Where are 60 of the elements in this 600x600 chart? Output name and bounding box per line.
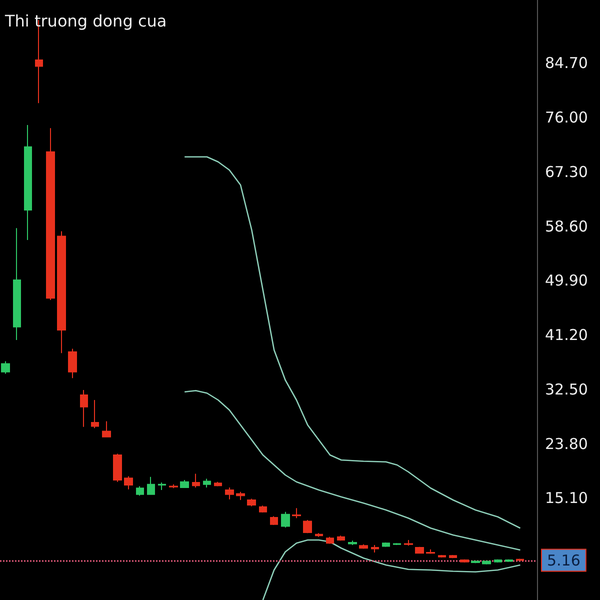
candlestick	[124, 476, 133, 490]
y-tick-label: 84.70	[545, 54, 588, 72]
candlestick	[505, 558, 513, 562]
candlestick	[303, 520, 312, 534]
candlestick	[482, 560, 491, 565]
candlestick	[192, 473, 200, 488]
candlestick	[270, 516, 278, 526]
candlestick	[449, 554, 457, 559]
candlestick	[113, 453, 122, 482]
candlestick	[494, 558, 502, 563]
candlestick	[382, 542, 390, 548]
candlestick	[516, 558, 524, 562]
candlestick	[415, 546, 424, 554]
y-tick-label: 76.00	[545, 108, 588, 126]
candlestick	[180, 480, 189, 488]
candlestick	[337, 535, 345, 542]
candlestick	[91, 400, 99, 429]
candlestick	[438, 554, 446, 558]
candlestick	[292, 508, 301, 519]
candlestick	[102, 420, 111, 438]
candlestick	[426, 548, 435, 554]
y-tick-label: 58.60	[545, 217, 588, 236]
y-tick-label: 32.50	[545, 380, 588, 398]
candlestick	[371, 544, 379, 553]
candlestick	[13, 228, 21, 340]
candlestick	[46, 128, 55, 300]
candlestick	[359, 544, 368, 550]
text: Thi truong dong cua	[4, 12, 167, 30]
candlestick	[247, 498, 256, 507]
candlestick	[68, 348, 77, 379]
candlestick	[57, 230, 66, 354]
line-series	[184, 156, 521, 529]
candlestick	[203, 478, 211, 488]
candlestick	[460, 558, 469, 563]
candlestick	[225, 487, 234, 500]
y-tick-label: 49.90	[545, 272, 588, 290]
candlestick	[236, 491, 245, 500]
y-tick-label: 41.20	[545, 326, 588, 344]
y-tick-label: 15.10	[545, 489, 588, 508]
ref-line-label: 5.16	[547, 551, 580, 570]
candlestick	[471, 560, 480, 564]
candlestick	[1, 360, 10, 374]
candlestick	[24, 124, 32, 240]
candlestick	[80, 390, 88, 428]
candlestick	[393, 542, 401, 546]
candlestick	[147, 476, 155, 495]
candlestick	[326, 536, 334, 544]
candlestick	[158, 482, 166, 490]
candlestick	[315, 532, 323, 538]
y-tick-label: 67.30	[545, 162, 588, 181]
line-series	[262, 539, 521, 600]
candlestick	[136, 486, 144, 496]
candlestick	[259, 505, 267, 513]
y-tick-label: 23.80	[545, 434, 588, 453]
candlestick	[281, 511, 290, 528]
candlestick	[169, 484, 178, 489]
line-series	[184, 390, 521, 551]
candlestick	[214, 481, 222, 487]
candlestick	[404, 540, 413, 546]
candlestick	[348, 540, 357, 546]
